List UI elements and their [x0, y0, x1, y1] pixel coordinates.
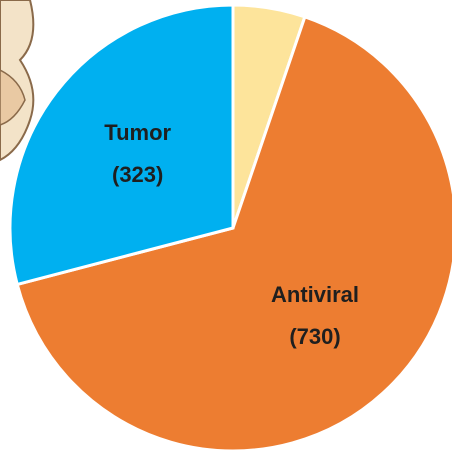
slice-label: Tumor — [104, 120, 171, 145]
slice-label: Antiviral — [271, 282, 359, 307]
pie-slice — [8, 3, 235, 287]
pie-slice — [15, 14, 452, 453]
slice-value-label: (730) — [289, 324, 340, 349]
decoration — [0, 0, 35, 162]
slice-value-label: (323) — [112, 162, 163, 187]
